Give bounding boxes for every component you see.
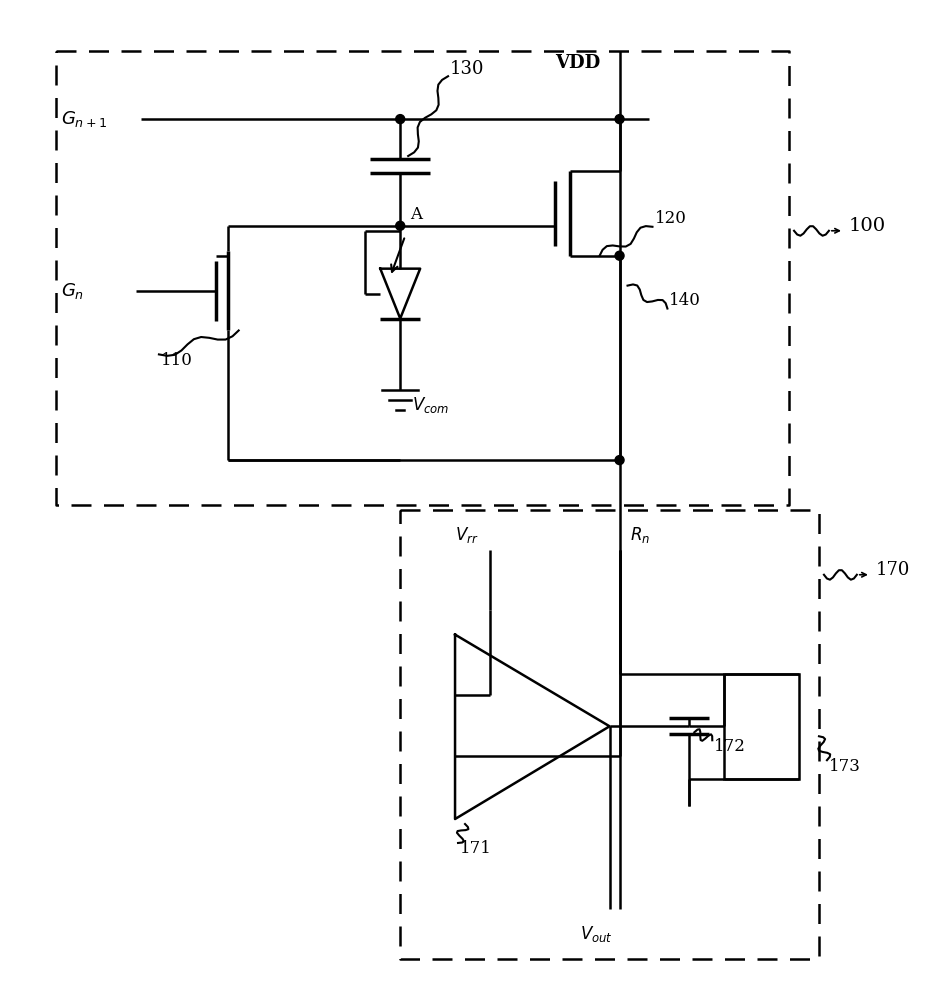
Text: 140: 140 (669, 292, 701, 309)
Text: VDD: VDD (555, 54, 600, 73)
Circle shape (396, 115, 405, 124)
Text: 110: 110 (161, 352, 193, 369)
Text: A: A (410, 205, 422, 223)
Circle shape (615, 115, 624, 124)
Text: $G_n$: $G_n$ (61, 280, 85, 301)
Text: 173: 173 (829, 758, 861, 775)
Text: 172: 172 (714, 738, 746, 755)
Circle shape (396, 221, 405, 230)
Circle shape (615, 455, 624, 465)
Text: 171: 171 (460, 840, 492, 857)
Text: $V_{rr}$: $V_{rr}$ (455, 525, 478, 545)
Text: 120: 120 (654, 210, 686, 227)
Text: $V_{out}$: $V_{out}$ (580, 924, 613, 944)
Text: 170: 170 (876, 560, 910, 579)
Text: $R_n$: $R_n$ (630, 525, 650, 545)
Text: $G_{n+1}$: $G_{n+1}$ (61, 109, 107, 129)
Bar (724, 674, 799, 780)
Text: 130: 130 (450, 60, 484, 79)
Circle shape (615, 252, 624, 260)
Text: 100: 100 (849, 217, 886, 235)
Text: $V_{com}$: $V_{com}$ (412, 395, 449, 415)
